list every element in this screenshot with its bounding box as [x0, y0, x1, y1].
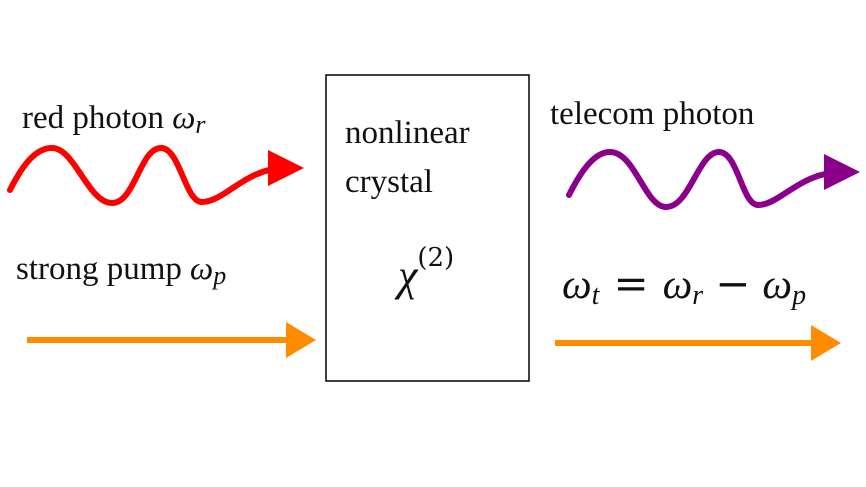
crystal-label-line2: crystal — [345, 164, 433, 200]
telecom-photon-label: telecom photon — [550, 96, 754, 132]
chi2-symbol: χ(2) — [394, 243, 454, 300]
strong-pump-label: strong pump ωp — [16, 251, 226, 290]
red-photon-wave-arrow — [7, 144, 304, 207]
nonlinear-crystal-box — [325, 74, 530, 382]
red-photon-label: red photon ωr — [22, 100, 206, 139]
crystal-label-line1: nonlinear — [345, 115, 470, 151]
frequency-equation: ωt = ωr − ωp — [562, 259, 806, 311]
telecom-photon-wave-arrow — [566, 148, 860, 211]
